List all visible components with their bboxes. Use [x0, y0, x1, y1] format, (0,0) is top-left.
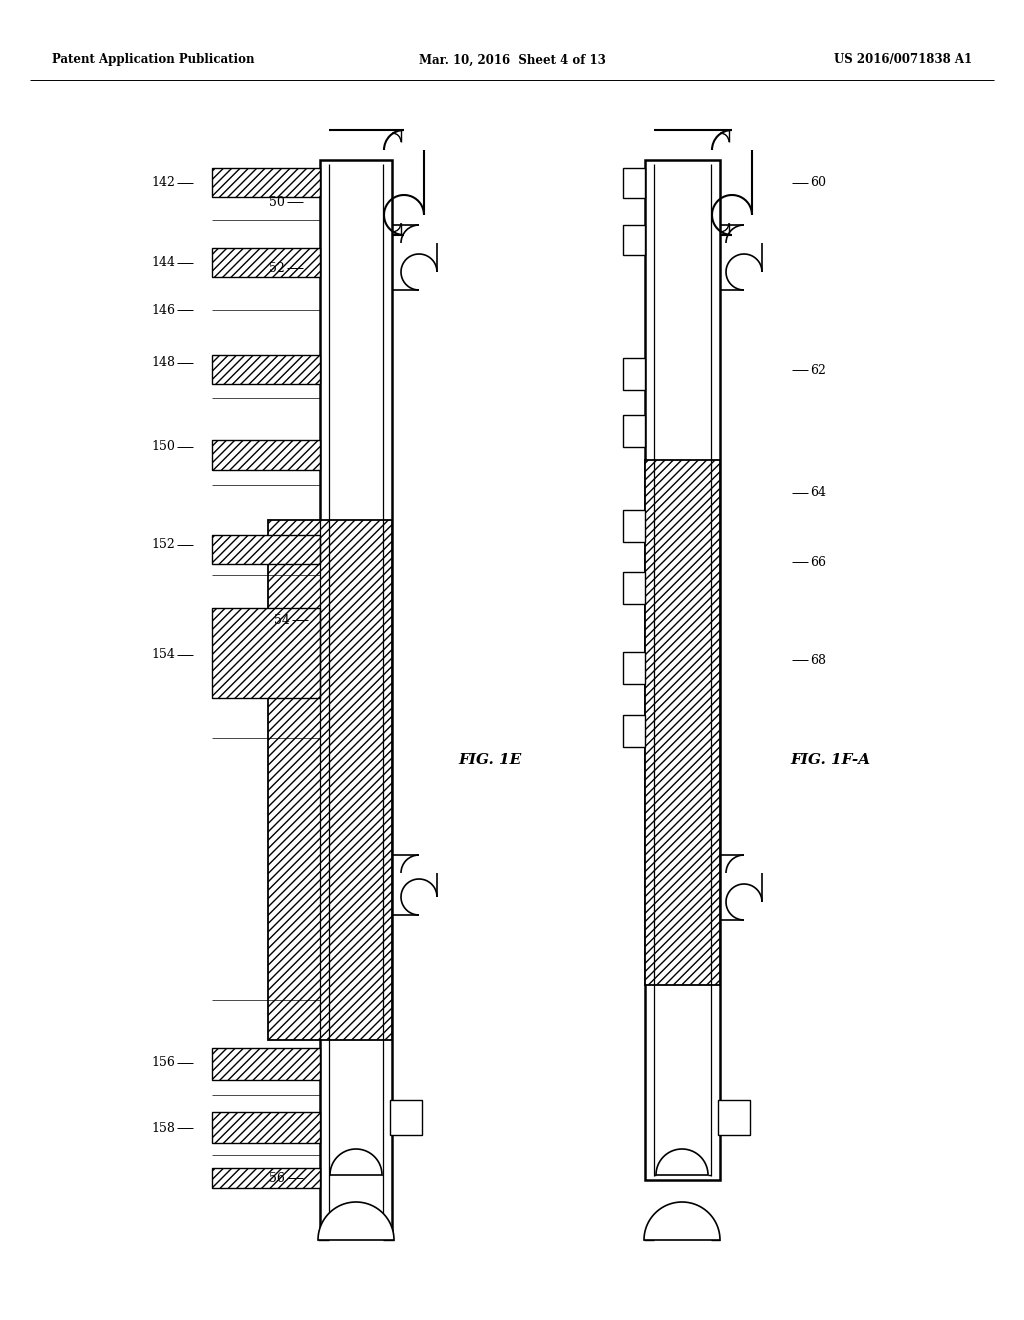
Bar	[623, 224, 645, 255]
Polygon shape	[656, 1148, 708, 1175]
Text: 144: 144	[151, 256, 175, 269]
Bar	[212, 1111, 319, 1143]
Text: 148: 148	[151, 356, 175, 370]
Bar	[212, 440, 319, 470]
Bar	[645, 459, 720, 985]
Text: 62: 62	[810, 363, 826, 376]
Text: Mar. 10, 2016  Sheet 4 of 13: Mar. 10, 2016 Sheet 4 of 13	[419, 54, 605, 66]
Bar	[212, 355, 319, 384]
Text: 150: 150	[152, 441, 175, 454]
Bar	[212, 609, 319, 698]
Text: 68: 68	[810, 653, 826, 667]
Bar	[212, 1048, 319, 1080]
Text: 66: 66	[810, 556, 826, 569]
Bar	[718, 1100, 750, 1135]
Bar	[212, 248, 319, 277]
Text: FIG. 1F-A: FIG. 1F-A	[790, 752, 870, 767]
Text: 54: 54	[274, 614, 290, 627]
Text: FIG. 1E: FIG. 1E	[459, 752, 521, 767]
Bar	[319, 160, 392, 1236]
Bar	[623, 168, 645, 198]
Text: Patent Application Publication: Patent Application Publication	[52, 54, 255, 66]
Bar	[645, 160, 720, 1180]
Text: 152: 152	[152, 539, 175, 552]
Bar	[212, 168, 319, 197]
Bar	[390, 1100, 422, 1135]
Bar	[212, 1168, 319, 1188]
Text: 146: 146	[151, 304, 175, 317]
Bar	[623, 572, 645, 605]
Polygon shape	[330, 1148, 382, 1175]
Text: 156: 156	[152, 1056, 175, 1069]
Text: 142: 142	[152, 177, 175, 190]
Text: 158: 158	[152, 1122, 175, 1134]
Text: 50: 50	[269, 195, 285, 209]
Bar	[623, 652, 645, 684]
Bar	[623, 414, 645, 447]
Polygon shape	[644, 1203, 720, 1239]
Bar	[212, 535, 319, 564]
Text: 64: 64	[810, 487, 826, 499]
Bar	[623, 510, 645, 543]
Bar	[268, 520, 392, 1040]
Text: 56: 56	[269, 1172, 285, 1184]
Text: 52: 52	[269, 261, 285, 275]
Polygon shape	[318, 1203, 394, 1239]
Text: 154: 154	[152, 648, 175, 661]
Bar	[623, 358, 645, 389]
Bar	[623, 715, 645, 747]
Text: 60: 60	[810, 177, 826, 190]
Text: US 2016/0071838 A1: US 2016/0071838 A1	[834, 54, 972, 66]
